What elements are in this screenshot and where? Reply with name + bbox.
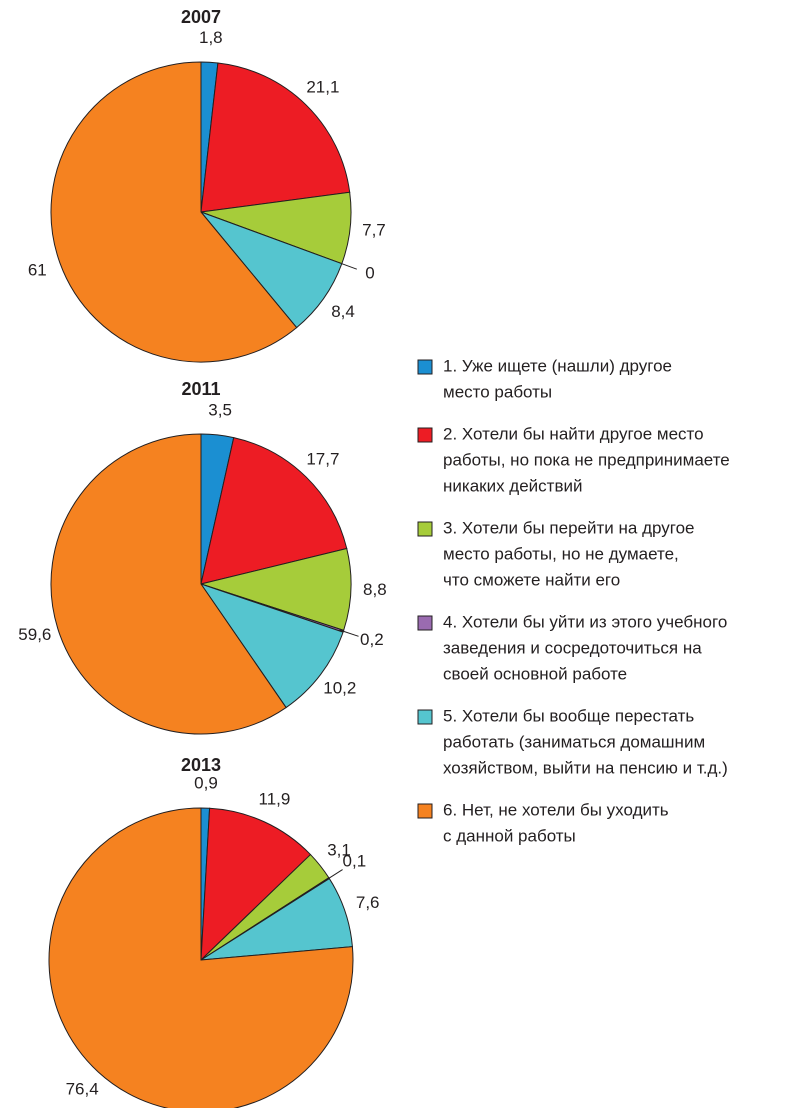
legend-swatch [417,615,433,631]
pie-slice [50,61,298,363]
legend-swatch [417,521,433,537]
value-label: 8,8 [363,580,387,599]
legend-label: никаких действий [443,476,583,495]
legend-label: 3. Хотели бы перейти на другое [443,518,695,537]
value-label: 21,1 [306,77,339,96]
value-label: 0 [365,264,374,283]
pie-slice [200,62,351,213]
legend-label: 2. Хотели бы найти другое место [443,424,704,443]
legend-label: с данной работы [443,826,576,845]
pie-slice [48,807,354,1108]
value-label: 10,2 [323,678,356,697]
leader-line [339,629,359,637]
legend-label: хозяйством, выйти на пенсию и т.д.) [443,758,728,777]
legend-label: 1. Уже ищете (нашли) другое [443,356,672,375]
pie-title: 2007 [181,7,221,27]
value-label: 17,7 [306,449,339,468]
legend-label: 5. Хотели бы вообще перестать [443,706,694,725]
pie-title: 2013 [181,755,221,775]
legend-swatch [417,709,433,725]
legend-label: место работы, но не думаете, [443,544,679,563]
pie-slice [199,547,352,631]
legend-label: место работы [443,382,552,401]
pie-slice [199,583,344,709]
value-label: 0,1 [343,851,367,870]
pie-slice [200,437,348,585]
value-label: 76,4 [66,1079,99,1098]
legend-label: что сможете найти его [443,570,620,589]
value-label: 11,9 [259,790,291,809]
legend-label: работать (заниматься домашним [443,732,705,751]
legend-label: 4. Хотели бы уйти из этого учебного [443,612,727,631]
value-label: 3,5 [208,401,232,420]
legend-swatch [417,803,433,819]
legend-swatch [417,427,433,443]
value-label: 3,1 [327,840,351,859]
pie-title: 2011 [181,379,220,399]
value-label: 8,4 [331,302,355,321]
value-label: 0,9 [194,774,218,793]
pie-slice [50,433,287,735]
value-label: 0,2 [360,630,384,649]
legend-label: своей основной работе [443,664,627,683]
value-label: 7,6 [356,893,380,912]
value-label: 1,8 [199,28,223,47]
pie-slice [200,807,312,962]
value-label: 61 [28,260,47,279]
legend-label: заведения и сосредоточиться на [443,638,702,657]
legend-swatch [417,359,433,375]
value-label: 59,6 [18,625,51,644]
legend-label: 6. Нет, не хотели бы уходить [443,800,669,819]
value-label: 7,7 [362,221,386,240]
legend-label: работы, но пока не предпринимаете [443,450,730,469]
